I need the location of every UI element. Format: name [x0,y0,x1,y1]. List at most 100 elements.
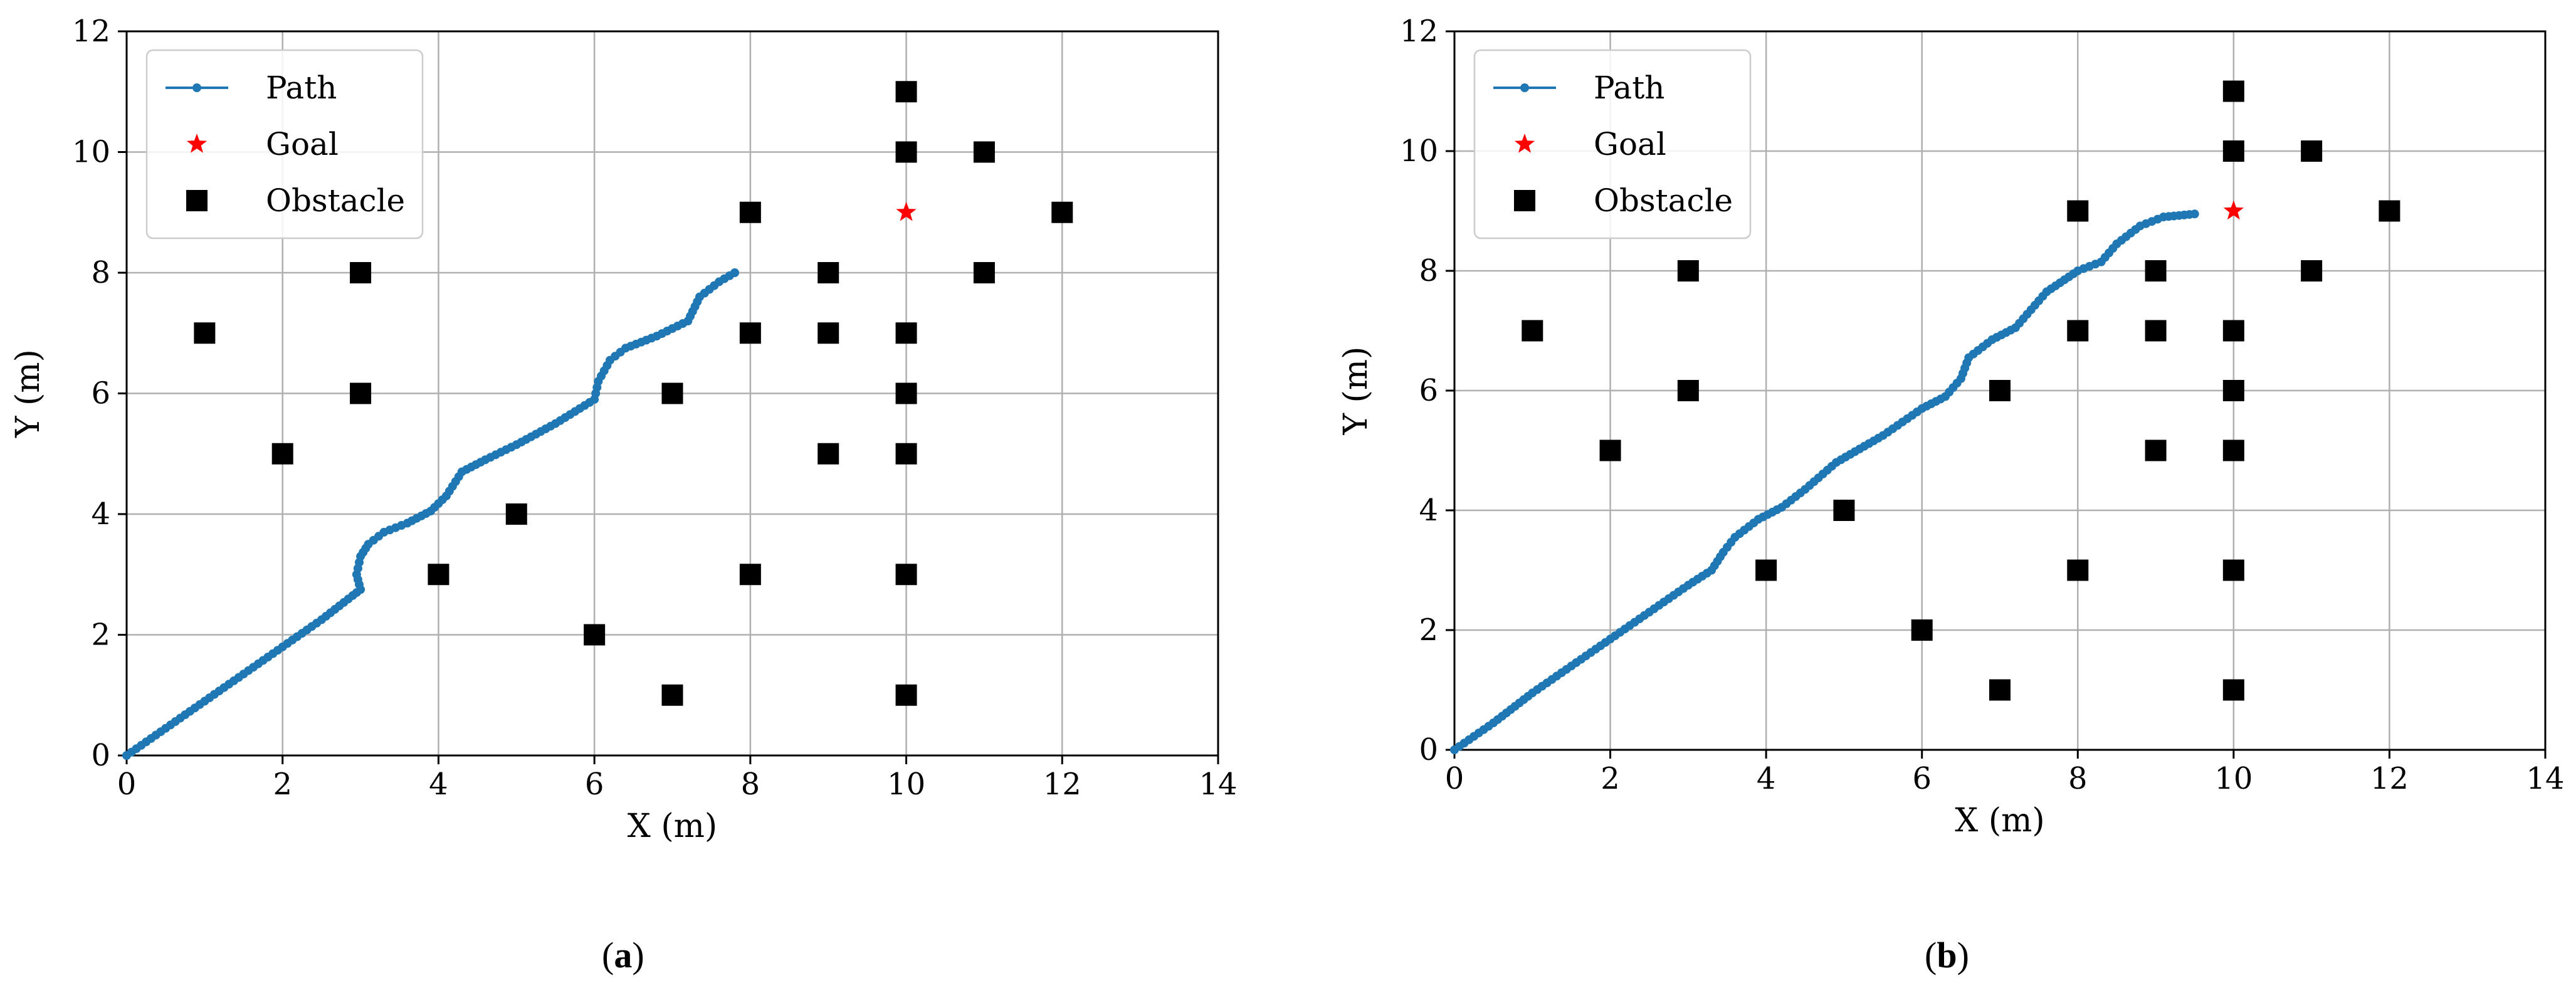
obstacle-marker [2145,439,2167,461]
obstacle-marker [1051,201,1073,223]
obstacle-marker [2222,320,2244,342]
x-tick-label: 8 [2068,761,2088,796]
x-tick-label: 4 [429,767,448,802]
x-tick-label: 0 [1445,761,1464,796]
y-tick-label: 2 [1419,613,1438,648]
obstacle-marker [973,262,995,283]
x-tick-label: 2 [273,767,292,802]
obstacle-marker [350,262,372,283]
obstacle-marker [739,564,761,586]
legend-box [1473,49,1752,239]
obstacle-marker [2067,200,2089,222]
y-tick-label: 4 [91,497,110,532]
y-tick-label: 0 [1419,732,1438,767]
y-tick-label: 12 [72,14,110,49]
obstacle-marker [2222,559,2244,581]
y-tick-label: 10 [1400,134,1438,169]
legend-goal-marker [1514,134,1535,153]
y-tick-label: 0 [91,738,110,773]
legend-path-marker [192,83,201,92]
y-tick-label: 4 [1419,493,1438,528]
x-tick-label: 12 [1043,767,1081,802]
y-tick-label: 2 [91,618,110,653]
goal-marker [2223,200,2244,220]
y-axis-label: Y (m) [9,349,47,438]
obstacle-marker [1755,559,1777,581]
caption-b: (b) [1925,935,1969,976]
obstacle-marker [1599,439,1621,461]
obstacle-marker [2379,200,2400,222]
y-tick-label: 6 [1419,373,1438,408]
y-tick-label: 8 [91,255,110,290]
panel-a: 0 2 4 6 8 10 12 14 0 2 4 6 8 10 12 X (m) Y (m) Path Goal Ob… [9,14,1238,845]
panel-b: 0 2 4 6 8 10 12 14 0 2 4 6 8 10 12 X (m) Y (m) Path Goal Ob… [1337,14,2565,839]
legend-goal-marker [186,134,208,153]
x-tick-label: 12 [2370,761,2409,796]
obstacle-marker [2067,559,2089,581]
legend-label: Path [266,70,337,106]
x-tick-label: 8 [741,767,760,802]
obstacle-marker [817,262,839,283]
obstacle-marker [739,322,761,344]
y-axis-label: Y (m) [1337,347,1375,436]
obstacle-marker [2301,140,2323,162]
x-tick-label: 2 [1601,761,1620,796]
legend-label: Obstacle [1594,182,1733,219]
x-tick-label: 14 [2526,761,2564,796]
goal-marker [896,201,917,221]
legend-label: Obstacle [266,182,405,219]
x-axis-label: X (m) [1955,802,2044,839]
obstacle-marker [2222,80,2244,102]
obstacle-marker [895,141,917,163]
obstacle-marker [2301,260,2323,282]
obstacle-marker [895,322,917,344]
obstacle-marker [739,201,761,223]
legend-box [145,49,424,239]
obstacle-marker [584,624,606,646]
obstacle-marker [895,81,917,103]
obstacle-marker [2222,140,2244,162]
obstacle-marker [2222,439,2244,461]
obstacle-marker [2222,679,2244,701]
obstacle-marker [817,443,839,465]
obstacle-marker [1677,380,1699,401]
y-tick-label: 12 [1400,14,1438,49]
obstacle-marker [194,322,216,344]
obstacle-marker [973,141,995,163]
x-tick-label: 4 [1757,761,1776,796]
obstacle-marker [1833,500,1855,521]
obstacle-marker [1989,679,2011,701]
x-tick-label: 10 [887,767,925,802]
y-tick-label: 10 [72,135,110,170]
legend: Path Goal Obstacle [145,49,424,239]
legend-obstacle-marker [1514,190,1535,211]
obstacle-marker [428,564,449,586]
obstacle-marker [1911,619,1933,641]
x-tick-label: 10 [2214,761,2253,796]
x-axis-label: X (m) [628,808,717,845]
obstacle-marker [2145,260,2167,282]
obstacle-marker [895,443,917,465]
path-point [730,268,739,277]
legend-label: Path [1594,70,1665,106]
legend-label: Goal [266,126,339,162]
legend-path-marker [1520,83,1529,92]
x-tick-label: 6 [1912,761,1932,796]
obstacle-marker [1989,380,2011,401]
obstacle-marker [2222,380,2244,401]
obstacle-marker [1522,320,1543,342]
obstacle-marker [895,684,917,706]
y-tick-label: 6 [91,376,110,411]
obstacle-marker [350,382,372,404]
obstacle-marker [817,322,839,344]
obstacle-marker [2145,320,2167,342]
x-tick-label: 0 [117,767,137,802]
legend-label: Goal [1594,126,1666,162]
obstacle-marker [505,503,527,525]
caption-b-letter: b [1937,935,1957,976]
caption-a: (a) [602,935,644,976]
x-tick-label: 14 [1199,767,1237,802]
obstacle-marker [661,684,683,706]
obstacle-marker [2067,320,2089,342]
legend-obstacle-marker [186,190,208,211]
